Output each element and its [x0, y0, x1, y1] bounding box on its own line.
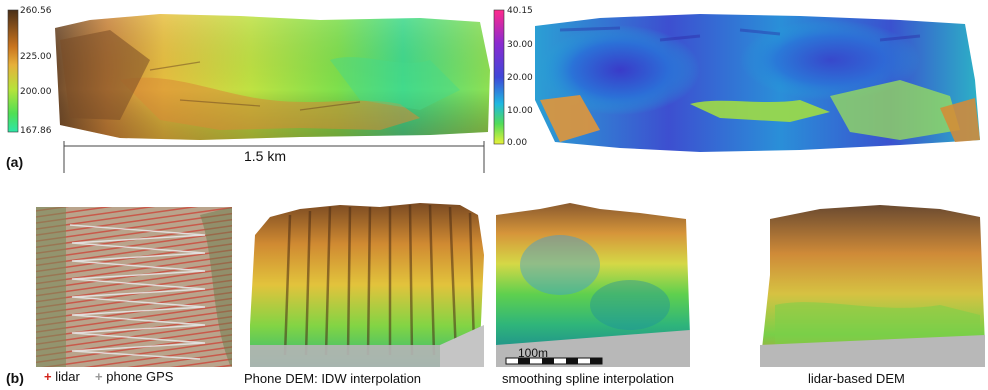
scale-bar-label: 100m [518, 346, 549, 360]
lidar-legend-marker: + [44, 369, 52, 384]
elevation-tick-2: 225.00 [20, 52, 52, 62]
elevation-tick-1: 260.56 [20, 6, 52, 16]
gps-tracks [69, 224, 206, 360]
elevation-tick-3: 200.00 [20, 87, 52, 97]
panel-b-graphics [36, 203, 985, 367]
height-tick-4: 10.00 [507, 106, 533, 116]
panel-a-graphics [7, 9, 980, 173]
caption-lidar: lidar-based DEM [808, 371, 905, 386]
elevation-colorbar [7, 9, 19, 133]
panel-a-label: (a) [6, 154, 24, 170]
scale-bar-100m [505, 357, 603, 365]
distance-label: 1.5 km [244, 148, 287, 164]
gps-legend-label: phone GPS [106, 369, 174, 384]
panel-b-label: (b) [6, 370, 24, 386]
height-colorbar [493, 9, 505, 145]
spline-dem [496, 203, 690, 355]
height-tick-2: 30.00 [507, 40, 533, 50]
height-tick-3: 20.00 [507, 73, 533, 83]
caption-idw: Phone DEM: IDW interpolation [244, 371, 422, 386]
elevation-tick-4: 167.86 [20, 126, 52, 136]
satellite-image [36, 207, 232, 367]
caption-spline: smoothing spline interpolation [502, 371, 674, 386]
lidar-legend-label: lidar [55, 369, 80, 384]
legend: + lidar + phone GPS [44, 369, 173, 384]
height-tick-5: 0.00 [507, 138, 528, 148]
gps-legend-marker: + [95, 369, 103, 384]
height-tick-1: 40.15 [507, 6, 533, 16]
